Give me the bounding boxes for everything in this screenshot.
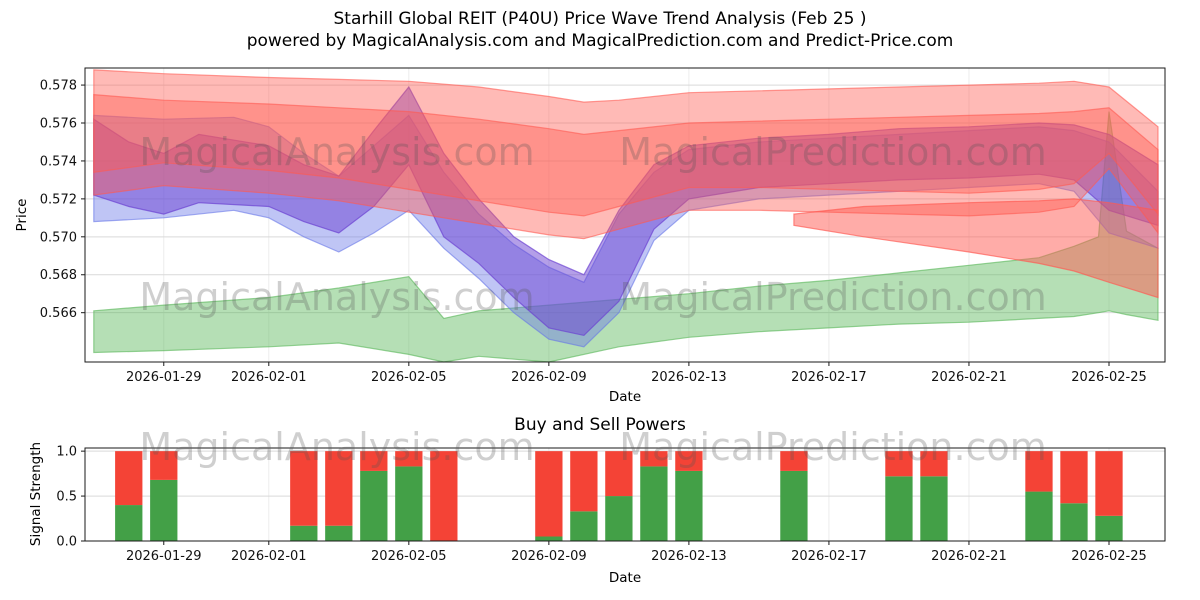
buy-bar-2026-02-23 <box>1025 491 1053 541</box>
buy-bar-2026-02-16 <box>780 470 808 541</box>
price-wave-xtick-label: 2026-02-13 <box>651 370 727 385</box>
buy-bar-2026-02-19 <box>885 476 913 541</box>
price-wave-axes-frame <box>84 67 1166 363</box>
chart-subtitle: powered by MagicalAnalysis.com and Magic… <box>246 31 954 51</box>
signal-strength-xtick-label: 2026-02-05 <box>371 549 447 564</box>
buy-bar-2026-02-09 <box>535 536 563 541</box>
buy-bar-2026-02-13 <box>675 470 703 541</box>
signal-strength-chart: 0.0 0.5 1.0 2026-01-29 2026-02-01 2026-02-05 2… <box>56 445 1166 564</box>
price-wave-xtick-label: 2026-01-29 <box>126 370 202 385</box>
signal-strength-xtick-label: 2026-02-13 <box>651 549 727 564</box>
band-red-lower-band <box>793 198 1159 299</box>
price-wave-ytick-label: 0.568 <box>40 268 77 283</box>
sell-bar-2026-02-12 <box>640 451 668 467</box>
price-wave-xtick-label: 2026-02-05 <box>371 370 447 385</box>
sell-bar-2026-02-19 <box>885 451 913 477</box>
sell-bar-2026-02-06 <box>430 451 458 541</box>
sell-bar-2026-02-03 <box>325 451 353 526</box>
signal-strength-axis-ticks: 0.0 0.5 1.0 2026-01-29 2026-02-01 2026-02-05 2… <box>56 445 1146 564</box>
signal-strength-ytick-label: 1.0 <box>56 445 77 460</box>
band-red-resistance-outer-band <box>93 69 1159 240</box>
sell-bar-2026-02-13 <box>675 451 703 471</box>
signal-strength-xtick-label: 2026-02-21 <box>931 549 1007 564</box>
price-wave-ytick-label: 0.570 <box>40 230 77 245</box>
buy-bar-2026-02-20 <box>920 476 948 541</box>
sell-bar-2026-02-09 <box>535 451 563 537</box>
price-axis-label: Price <box>14 198 30 232</box>
sell-bar-2026-02-25 <box>1095 451 1123 516</box>
signal-bars <box>115 451 1123 541</box>
price-wave-xtick-label: 2026-02-09 <box>511 370 587 385</box>
sell-bar-2026-02-05 <box>395 451 423 467</box>
sell-bar-2026-02-10 <box>570 451 598 512</box>
date-axis-label-bottom: Date <box>608 570 642 586</box>
buy-bar-2026-01-28 <box>115 505 143 541</box>
buy-bar-2026-01-29 <box>150 479 178 541</box>
band-red-resistance-inner-band <box>93 93 1159 217</box>
sell-bar-2026-02-20 <box>920 451 948 477</box>
sell-bar-2026-02-16 <box>780 451 808 471</box>
signal-strength-xtick-label: 2026-01-29 <box>126 549 202 564</box>
price-wave-axis-ticks: 0.566 0.568 0.570 0.572 0.574 0.576 0.578 2026-… <box>40 79 1147 385</box>
price-wave-ytick-label: 0.574 <box>40 154 77 169</box>
price-wave-xtick-label: 2026-02-25 <box>1071 370 1147 385</box>
buy-bar-2026-02-04 <box>360 470 388 541</box>
buy-bar-2026-02-25 <box>1095 515 1123 541</box>
price-wave-xtick-label: 2026-02-21 <box>931 370 1007 385</box>
buy-bar-2026-02-24 <box>1060 503 1088 541</box>
price-wave-chart: 0.566 0.568 0.570 0.572 0.574 0.576 0.578 2026-… <box>40 67 1166 385</box>
sell-bar-2026-02-23 <box>1025 451 1053 492</box>
date-axis-label-top: Date <box>608 389 642 405</box>
sell-bar-2026-02-24 <box>1060 451 1088 504</box>
chart-title: Starhill Global REIT (P40U) Price Wave T… <box>333 9 867 29</box>
sell-bar-2026-01-28 <box>115 451 143 506</box>
buy-bar-2026-02-12 <box>640 466 668 541</box>
signal-strength-xtick-label: 2026-02-01 <box>231 549 307 564</box>
buy-bar-2026-02-05 <box>395 466 423 541</box>
signal-strength-axes-frame <box>84 447 1166 542</box>
signal-strength-ytick-label: 0.0 <box>56 535 77 550</box>
price-wave-xtick-label: 2026-02-17 <box>791 370 867 385</box>
buy-bar-2026-02-11 <box>605 496 633 541</box>
sell-bar-2026-02-11 <box>605 451 633 497</box>
buy-bar-2026-02-02 <box>290 525 318 541</box>
sell-bar-2026-02-02 <box>290 451 318 526</box>
signal-strength-ytick-label: 0.5 <box>56 490 77 505</box>
signal-strength-xtick-label: 2026-02-09 <box>511 549 587 564</box>
price-wave-ytick-label: 0.576 <box>40 117 77 132</box>
signal-strength-xtick-label: 2026-02-17 <box>791 549 867 564</box>
buy-bar-2026-02-03 <box>325 525 353 541</box>
price-wave-xtick-label: 2026-02-01 <box>231 370 307 385</box>
sell-bar-2026-01-29 <box>150 451 178 480</box>
sell-bar-2026-02-04 <box>360 451 388 471</box>
price-wave-ytick-label: 0.578 <box>40 79 77 94</box>
signal-strength-xtick-label: 2026-02-25 <box>1071 549 1147 564</box>
bottom-chart-title: Buy and Sell Powers <box>514 415 686 435</box>
price-wave-ytick-label: 0.572 <box>40 192 77 207</box>
signal-strength-axis-label: Signal Strength <box>28 441 44 547</box>
price-wave-ytick-label: 0.566 <box>40 306 77 321</box>
buy-bar-2026-02-10 <box>570 511 598 541</box>
